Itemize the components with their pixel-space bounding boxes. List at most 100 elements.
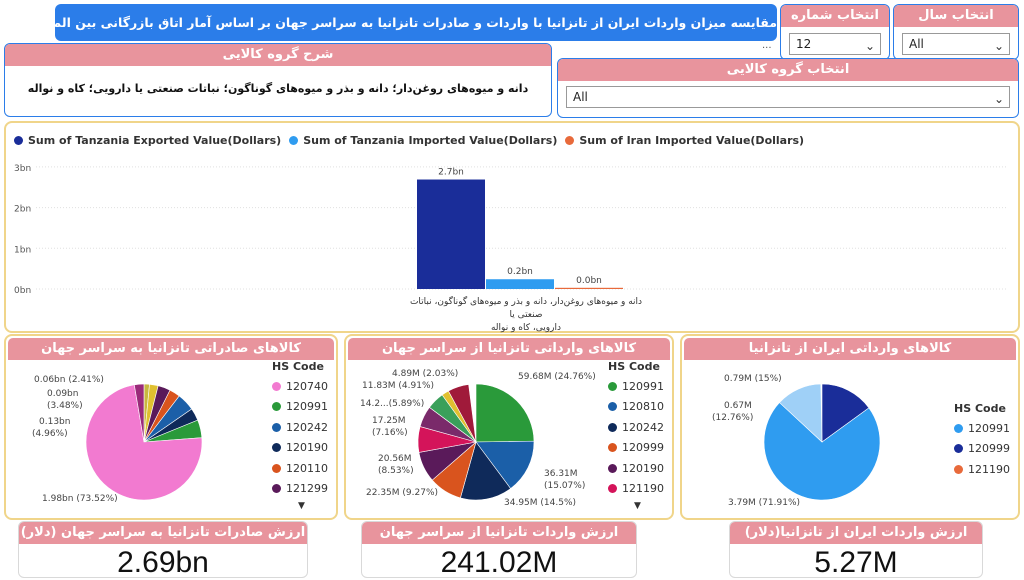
legend-label: 121299 (286, 482, 328, 496)
legend-scroll-down-icon[interactable]: ▼ (298, 501, 305, 511)
pie-label: 0.13bn (39, 417, 71, 427)
legend-item-tz-exported[interactable]: Sum of Tanzania Exported Value(Dollars) (14, 134, 281, 147)
legend-label: 120999 (622, 441, 664, 455)
pie-label: (4.96%) (32, 429, 68, 439)
pie-label: 22.35M (9.27%) (366, 488, 439, 498)
legend-label: 121190 (622, 482, 664, 496)
pie-slice[interactable] (779, 383, 823, 443)
legend-label: 120242 (622, 420, 664, 434)
legend-scroll-down-icon[interactable]: ▼ (634, 501, 641, 511)
group-description-text: دانه و میوه‌های روغن‌دار؛ دانه و بذر و م… (27, 82, 529, 95)
kpi-value: 2.69bn (117, 546, 209, 579)
bar-data-label: 0.0bn (576, 276, 602, 286)
pie-tz-imports-chart (417, 383, 535, 501)
pie-tz-exports-panel: کالاهای صادراتی تانزانیا به سراسر جهان 0… (4, 334, 338, 520)
bar[interactable] (486, 279, 554, 289)
legend-label: 120190 (622, 461, 664, 475)
legend-swatch (272, 484, 281, 494)
pie-slice[interactable] (448, 384, 477, 443)
legend-item[interactable]: 121190 (954, 459, 1010, 480)
pie-tz-exports-title: کالاهای صادراتی تانزانیا به سراسر جهان (8, 338, 334, 360)
pie-label: 0.79M (15%) (724, 374, 782, 384)
legend-label: 120740 (286, 379, 328, 393)
legend-item[interactable]: 120991 (272, 397, 328, 418)
legend-swatch (608, 463, 617, 473)
legend-label: 120190 (286, 441, 328, 455)
pie-label: (3.48%) (47, 401, 83, 411)
legend-swatch (954, 464, 963, 474)
legend-swatch (954, 444, 963, 454)
legend-item[interactable]: 120999 (954, 439, 1010, 460)
legend-swatch (608, 443, 617, 453)
legend-item[interactable]: 120991 (954, 418, 1010, 439)
legend-label: 120810 (622, 400, 664, 414)
year-slicer-label: انتخاب سال (894, 5, 1018, 27)
pie-label: 59.68M (24.76%) (518, 372, 596, 382)
bar[interactable] (555, 287, 623, 289)
year-select[interactable]: All ⌄ (902, 33, 1010, 55)
pie-label: 1.98bn (73.52%) (42, 494, 118, 504)
season-slicer-label: انتخاب شماره فصل (781, 5, 889, 45)
pie-tz-imports-legend: HS Code 120991 120810 120242 120999 120190 12… (608, 360, 664, 511)
legend-label: 120991 (286, 400, 328, 414)
pie-slice[interactable] (133, 383, 145, 443)
legend-item[interactable]: 120999 (608, 438, 664, 459)
legend-item[interactable]: 120242 (272, 417, 328, 438)
kpi-tz-imports: ارزش واردات تانزانیا از سراسر جهان (دلار… (361, 521, 637, 579)
legend-item-iran-imported[interactable]: Sum of Iran Imported Value(Dollars) (565, 134, 804, 147)
pie-tz-imports-title: کالاهای وارداتی تانزانیا از سراسر جهان (348, 338, 670, 360)
group-description-label: شرح گروه کالایی (5, 44, 551, 66)
legend-item[interactable]: 120190 (272, 438, 328, 459)
bar-data-label: 0.2bn (507, 267, 533, 277)
legend-swatch (272, 422, 281, 432)
kpi-tz-exports: ارزش صادرات تانزانیا به سراسر جهان (دلار… (18, 521, 308, 579)
legend-item[interactable]: 120991 (608, 376, 664, 397)
legend-item[interactable]: 120190 (608, 458, 664, 479)
pie-slice[interactable] (475, 383, 535, 443)
pie-label: 34.95M (14.5%) (504, 498, 577, 508)
pie-iran-imports-legend: HS Code 120991 120999 121190 (954, 402, 1010, 480)
legend-item[interactable]: 120242 (608, 417, 664, 438)
group-select[interactable]: All ⌄ (566, 86, 1010, 108)
chevron-down-icon: ⌄ (864, 39, 875, 53)
pie-iran-imports-panel: کالاهای وارداتی ایران از تانزانیا 0.79M … (680, 334, 1020, 520)
pie-slice[interactable] (85, 384, 203, 501)
legend-item[interactable]: 120810 (608, 397, 664, 418)
legend-swatch (608, 381, 617, 391)
legend-item[interactable]: 120110 (272, 458, 328, 479)
kpi-label: ارزش واردات تانزانیا از سراسر جهان (دلار… (362, 522, 636, 562)
chevron-down-icon: ⌄ (993, 39, 1004, 53)
season-slicer: انتخاب شماره فصل 12 ⌄ (780, 4, 890, 60)
season-select[interactable]: 12 ⌄ (789, 33, 881, 55)
legend-swatch (14, 136, 23, 145)
kpi-iran-imports: ارزش واردات ایران از تانزانیا(دلار) 5.27… (729, 521, 983, 579)
bar-chart-legend: Sum of Tanzania Exported Value(Dollars) … (14, 134, 804, 147)
bar-chart: 3bn 2bn 1bn 0bn 2.7bn 0.2bn 0.0bn (14, 164, 1006, 296)
y-tick-label: 0bn (14, 286, 31, 296)
pie-slice[interactable] (763, 402, 881, 501)
legend-item-tz-imported[interactable]: Sum of Tanzania Imported Value(Dollars) (289, 134, 557, 147)
y-tick-label: 3bn (14, 164, 31, 174)
pie-slice[interactable] (821, 383, 870, 443)
legend-label: Sum of Tanzania Imported Value(Dollars) (303, 134, 558, 147)
pie-slice[interactable] (460, 441, 512, 501)
pie-label: (7.16%) (372, 428, 408, 438)
legend-item[interactable]: 121299 (272, 479, 328, 500)
legend-item[interactable]: 121190 (608, 479, 664, 500)
pie-slice[interactable] (475, 440, 535, 489)
legend-swatch (272, 402, 281, 412)
legend-label: 120110 (286, 461, 328, 475)
group-select-value: All (573, 90, 588, 104)
title-more-indicator[interactable]: ... (762, 40, 772, 51)
pie-tz-exports-chart (85, 383, 203, 501)
bar[interactable] (417, 179, 485, 289)
group-description-card: شرح گروه کالایی دانه و میوه‌های روغن‌دار… (4, 43, 552, 117)
legend-title: HS Code (608, 360, 660, 373)
legend-title: HS Code (272, 360, 324, 373)
pie-label: 3.79M (71.91%) (728, 498, 801, 508)
legend-label: 120242 (286, 420, 328, 434)
pie-label: 14.2...(5.89%) (360, 399, 425, 409)
legend-item[interactable]: 120740 (272, 376, 328, 397)
year-select-value: All (909, 37, 924, 51)
bar-chart-panel: Sum of Tanzania Exported Value(Dollars) … (4, 121, 1020, 333)
